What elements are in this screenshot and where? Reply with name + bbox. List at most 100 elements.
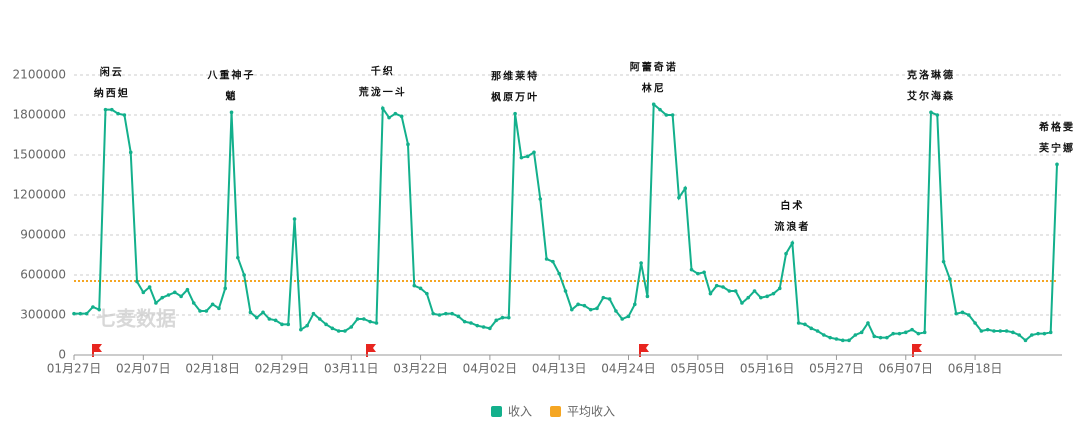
legend-swatch	[491, 406, 502, 417]
point	[210, 302, 215, 307]
point	[878, 335, 883, 340]
point	[110, 107, 114, 112]
point	[223, 286, 228, 291]
point	[759, 295, 763, 300]
annotation: 希格雯	[1038, 120, 1075, 133]
point	[431, 311, 435, 316]
point	[494, 318, 498, 323]
point	[985, 327, 990, 332]
flag	[912, 344, 922, 357]
point	[677, 195, 681, 200]
point	[1023, 338, 1028, 343]
point	[702, 270, 706, 275]
point	[437, 313, 442, 317]
point	[847, 338, 851, 343]
point	[859, 330, 864, 335]
point	[147, 285, 152, 289]
point	[78, 311, 83, 316]
point	[443, 311, 448, 316]
point	[866, 321, 870, 325]
x-tick-label: 05月27日	[809, 362, 864, 376]
point	[966, 313, 971, 317]
point	[551, 259, 555, 264]
point	[229, 110, 234, 115]
legend-label: 收入	[508, 405, 532, 419]
point	[910, 327, 914, 332]
point	[135, 279, 139, 284]
annotation: 八重神子	[207, 68, 256, 81]
point	[469, 321, 473, 325]
point	[456, 314, 461, 319]
point	[261, 310, 265, 315]
point	[280, 322, 284, 327]
point	[929, 110, 933, 115]
y-tick-label: 1500000	[13, 148, 66, 162]
x-tick-label: 01月27日	[47, 362, 102, 376]
point	[796, 321, 801, 325]
point	[116, 111, 120, 116]
point	[746, 295, 751, 300]
point	[538, 197, 543, 201]
x-tick-label: 03月22日	[393, 362, 448, 376]
point	[532, 150, 536, 155]
point	[406, 142, 410, 147]
point	[103, 107, 108, 112]
point	[683, 186, 688, 191]
point	[822, 333, 826, 337]
x-tick-label: 05月05日	[671, 362, 726, 376]
point	[1055, 162, 1059, 167]
point	[425, 291, 429, 296]
annotation: 白术	[780, 199, 804, 212]
point	[387, 115, 391, 120]
x-tick-label: 05月16日	[740, 362, 795, 376]
point	[922, 330, 927, 335]
point	[513, 111, 517, 116]
banner-flags	[92, 344, 922, 357]
point	[935, 113, 940, 117]
point	[330, 326, 335, 331]
point	[885, 335, 889, 340]
point	[853, 333, 858, 337]
annotation: 魈	[226, 89, 238, 102]
point	[777, 286, 782, 291]
point	[519, 155, 524, 160]
point	[771, 291, 776, 296]
point	[418, 286, 423, 291]
x-tick-label: 06月07日	[878, 362, 933, 376]
point	[179, 294, 183, 299]
flag	[639, 344, 649, 357]
point	[412, 283, 417, 288]
point	[84, 311, 89, 316]
point	[292, 217, 297, 221]
point	[91, 305, 95, 309]
point	[1029, 333, 1034, 337]
point	[784, 251, 788, 256]
annotation: 克洛琳德	[907, 68, 955, 81]
point	[815, 329, 820, 333]
point	[645, 294, 650, 299]
line	[74, 102, 1058, 342]
point	[198, 309, 202, 313]
point	[903, 330, 908, 335]
point	[72, 311, 76, 316]
point	[576, 302, 580, 307]
legend-label: 平均收入	[567, 405, 615, 419]
point	[664, 113, 669, 117]
x-tick-label: 03月11日	[324, 362, 379, 376]
point	[475, 323, 480, 328]
point	[1004, 329, 1009, 333]
point	[1011, 330, 1015, 335]
point	[954, 311, 958, 316]
point	[1036, 331, 1040, 336]
point	[1017, 333, 1021, 337]
y-tick-label: 2100000	[13, 68, 66, 82]
annotation: 闲云	[100, 66, 124, 79]
point	[317, 317, 322, 321]
point	[481, 325, 486, 329]
point	[248, 310, 253, 315]
point	[708, 291, 713, 296]
point	[525, 154, 530, 159]
point	[828, 335, 832, 340]
point	[941, 259, 946, 264]
x-tick-label: 02月07日	[116, 362, 171, 376]
